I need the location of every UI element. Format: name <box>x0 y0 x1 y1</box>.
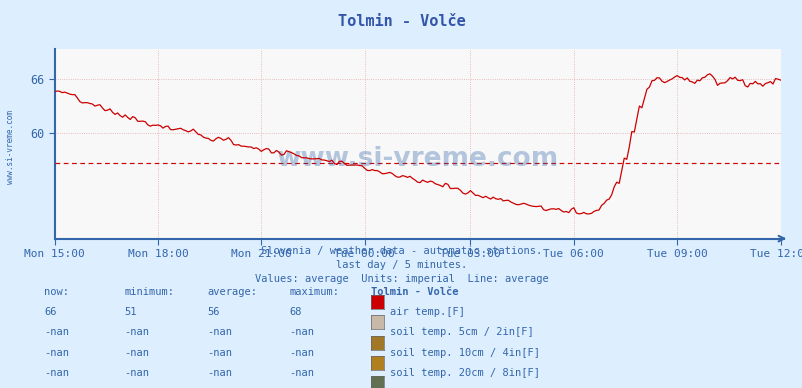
Text: -nan: -nan <box>289 327 314 338</box>
Text: -nan: -nan <box>207 327 232 338</box>
Text: soil temp. 10cm / 4in[F]: soil temp. 10cm / 4in[F] <box>390 348 540 358</box>
Text: last day / 5 minutes.: last day / 5 minutes. <box>335 260 467 270</box>
Text: -nan: -nan <box>207 348 232 358</box>
Text: soil temp. 5cm / 2in[F]: soil temp. 5cm / 2in[F] <box>390 327 533 338</box>
Text: maximum:: maximum: <box>289 287 338 297</box>
Text: 51: 51 <box>124 307 137 317</box>
Text: minimum:: minimum: <box>124 287 174 297</box>
Text: -nan: -nan <box>124 327 149 338</box>
Text: -nan: -nan <box>44 327 69 338</box>
Text: 56: 56 <box>207 307 220 317</box>
Text: Tolmin - Volče: Tolmin - Volče <box>371 287 458 297</box>
Text: Slovenia / weather data - automatic stations.: Slovenia / weather data - automatic stat… <box>261 246 541 256</box>
Text: www.si-vreme.com: www.si-vreme.com <box>276 146 558 172</box>
Text: 68: 68 <box>289 307 302 317</box>
Text: www.si-vreme.com: www.si-vreme.com <box>6 111 15 184</box>
Text: soil temp. 20cm / 8in[F]: soil temp. 20cm / 8in[F] <box>390 368 540 378</box>
Text: -nan: -nan <box>44 368 69 378</box>
Text: -nan: -nan <box>289 348 314 358</box>
Text: -nan: -nan <box>124 368 149 378</box>
Text: average:: average: <box>207 287 257 297</box>
Text: -nan: -nan <box>207 368 232 378</box>
Text: Values: average  Units: imperial  Line: average: Values: average Units: imperial Line: av… <box>254 274 548 284</box>
Text: -nan: -nan <box>124 348 149 358</box>
Text: air temp.[F]: air temp.[F] <box>390 307 464 317</box>
Text: 66: 66 <box>44 307 57 317</box>
Text: -nan: -nan <box>44 348 69 358</box>
Text: -nan: -nan <box>289 368 314 378</box>
Text: Tolmin - Volče: Tolmin - Volče <box>337 14 465 29</box>
Text: now:: now: <box>44 287 69 297</box>
